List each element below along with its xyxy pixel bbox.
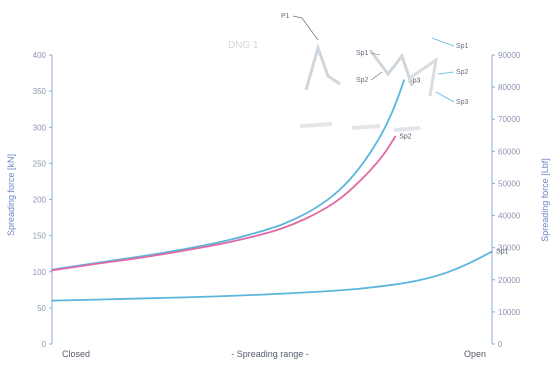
inset-lower-parts — [299, 122, 421, 132]
inset-label-sp3-right: Sp3 — [456, 99, 469, 106]
right-y-ticks: 0 10000 20000 30000 40000 50000 60000 70000 8000… — [492, 51, 521, 349]
inset-faint-text: DNG 1 — [228, 40, 259, 51]
right-y-tick-label: 10000 — [498, 308, 521, 317]
left-y-tick-label: 350 — [33, 87, 47, 96]
right-y-tick-label: 60000 — [498, 147, 521, 156]
left-y-tick-label: 50 — [37, 304, 46, 313]
inset-label-sp1-right: Sp1 — [456, 43, 469, 50]
x-end-label: Open — [464, 349, 486, 359]
right-y-tick-label: 20000 — [498, 276, 521, 285]
right-y-tick-label: 80000 — [498, 83, 521, 92]
y-axis-title-right: Spreading force [Lbf] — [540, 158, 550, 242]
series-labels: Sp3 Sp2 Sp1 — [399, 77, 508, 255]
right-y-tick-label: 50000 — [498, 179, 521, 188]
left-y-tick-label: 200 — [33, 196, 47, 205]
series-label-sp3: Sp3 — [408, 77, 421, 84]
right-y-tick-label: 30000 — [498, 244, 521, 253]
series-line-sp2 — [51, 135, 397, 272]
left-y-tick-label: 100 — [33, 268, 47, 277]
left-y-tick-label: 150 — [33, 232, 47, 241]
left-y-tick-label: 250 — [33, 159, 47, 168]
series-label-sp1: Sp1 — [496, 249, 509, 256]
inset-jaw-mid — [368, 49, 414, 87]
left-y-tick-label: 400 — [33, 51, 47, 60]
right-y-tick-label: 90000 — [498, 51, 521, 60]
inset-diagram: DNG 1 P1 Sp1 Sp2 Sp1 Sp2 Sp3 — [228, 13, 469, 132]
y-axis-title-left: Spreading force [kN] — [6, 154, 16, 236]
inset-pointer-label: P1 — [281, 13, 290, 20]
left-y-tick-label: 300 — [33, 123, 47, 132]
x-axis-title: - Spreading range - — [231, 349, 309, 359]
left-y-tick-label: 0 — [42, 340, 47, 349]
inset-jaw-left — [304, 43, 341, 91]
inset-jaw-right — [409, 56, 439, 97]
inset-label-sp1-left: Sp1 — [356, 50, 369, 57]
series-lines — [51, 79, 493, 302]
right-y-tick-label: 40000 — [498, 212, 521, 221]
x-start-label: Closed — [62, 349, 90, 359]
left-y-ticks: 0 50 100 150 200 250 300 350 400 — [33, 51, 52, 349]
inset-pointer-line — [292, 15, 319, 41]
inset-label-sp2-right: Sp2 — [456, 69, 469, 76]
series-line-sp1 — [51, 250, 493, 302]
right-y-tick-label: 70000 — [498, 115, 521, 124]
chart-axes — [51, 55, 493, 344]
series-line-sp3 — [51, 79, 405, 271]
series-label-sp2: Sp2 — [399, 134, 412, 141]
right-y-tick-label: 0 — [498, 340, 503, 349]
inset-label-sp2-left: Sp2 — [356, 77, 369, 84]
